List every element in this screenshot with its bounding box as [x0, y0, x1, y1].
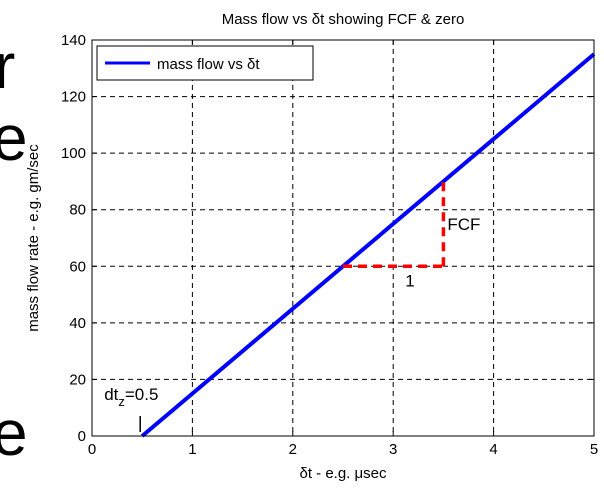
plot-frame: [91, 39, 595, 437]
chart-title: Mass flow vs δt showing FCF & zero: [222, 11, 465, 28]
y-tick-label: 60: [69, 258, 86, 275]
x-tick-label: 2: [289, 441, 297, 458]
x-tick-label: 3: [389, 441, 397, 458]
zero-marker-label: dtz=0.5: [104, 385, 158, 409]
y-tick-label: 20: [69, 371, 86, 388]
y-tick-label: 100: [61, 145, 86, 162]
legend-entry-label: mass flow vs δt: [157, 56, 260, 73]
x-tick-label: 0: [88, 441, 96, 458]
y-tick-label: 120: [61, 89, 86, 106]
x-tick-label: 4: [489, 441, 497, 458]
y-tick-label: 80: [69, 202, 86, 219]
series-layer: [140, 52, 596, 438]
x-axis-label: δt - e.g. μsec: [299, 465, 387, 482]
x-tick-label: 5: [590, 441, 598, 458]
background-glyph-2: e: [0, 102, 28, 174]
plot-area: [92, 40, 594, 436]
background-glyphs: r e e: [0, 30, 28, 469]
fcf-rise-label: FCF: [447, 215, 480, 234]
fcf-run-label: 1: [405, 271, 414, 290]
annotation-layer: 1 FCF dtz=0.5: [104, 181, 480, 432]
background-glyph-1: r: [0, 30, 15, 102]
y-tick-label: 0: [78, 428, 86, 445]
background-glyph-3: e: [0, 397, 28, 469]
y-tick-label: 140: [61, 32, 86, 49]
legend: mass flow vs δt: [96, 45, 314, 81]
y-axis-label: mass flow rate - e.g. gm/sec: [25, 144, 42, 332]
series-line: [140, 52, 596, 438]
axis-ticks: 0 1 2 3 4 5 0 20 40 60 80 100 120 140: [61, 32, 598, 458]
grid-lines: [92, 40, 594, 436]
x-tick-label: 1: [188, 441, 196, 458]
y-tick-label: 40: [69, 315, 86, 332]
